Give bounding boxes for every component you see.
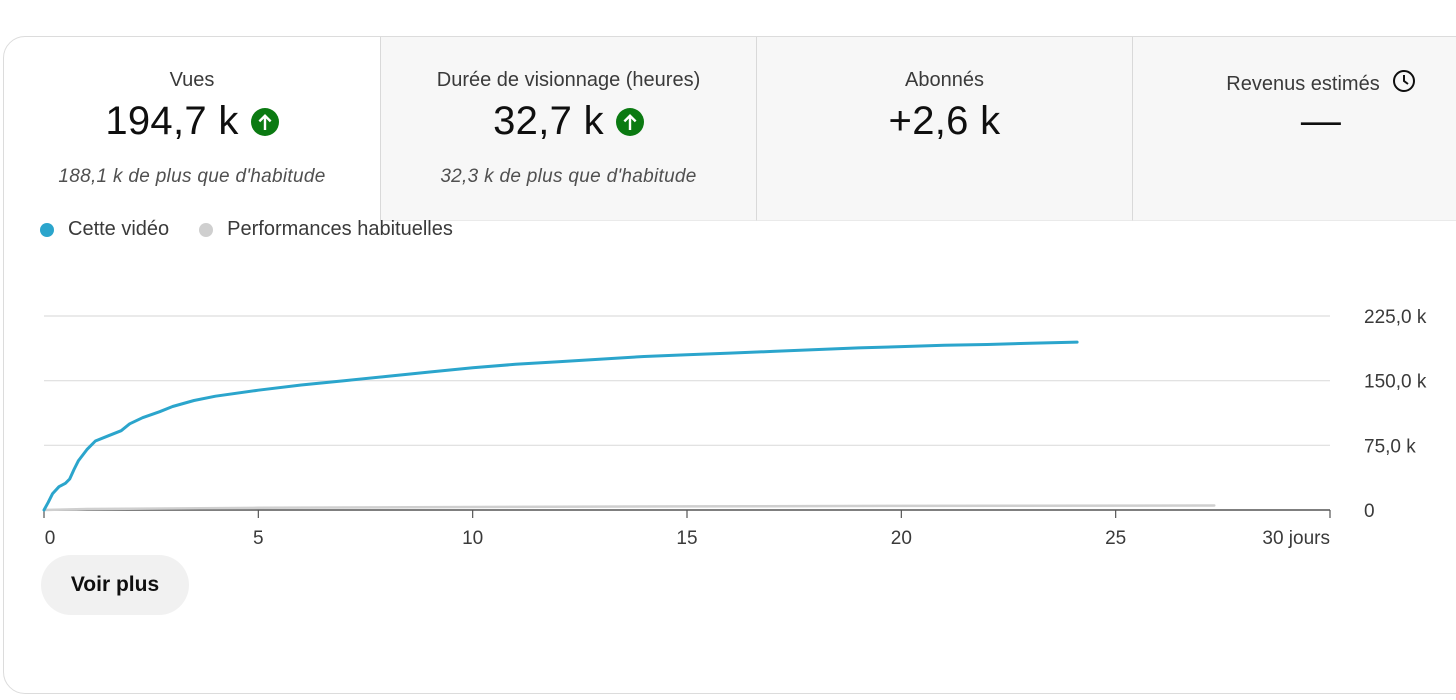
metric-value: 32,7 k <box>493 99 604 143</box>
up-arrow-icon <box>615 107 644 136</box>
y-tick-label: 225,0 k <box>1364 307 1427 328</box>
analytics-card: Vues 194,7 k 188,1 k de plus que d'habit… <box>3 36 1456 694</box>
metric-value: 194,7 k <box>105 99 239 143</box>
metric-title: Revenus estimés <box>1226 72 1380 95</box>
x-tick-label: 25 <box>1105 528 1126 549</box>
x-tick-label: 20 <box>891 528 912 549</box>
legend-dot <box>40 222 54 237</box>
metric-tab-watch-time[interactable]: Durée de visionnage (heures) 32,7 k 32,3… <box>380 37 756 221</box>
metric-title: Durée de visionnage (heures) <box>436 69 701 91</box>
legend-dot <box>199 222 214 237</box>
see-more-button[interactable]: Voir plus <box>41 555 189 615</box>
x-tick-label: 30 jours <box>1262 528 1330 549</box>
chart-legend: Cette vidéo Performances habituelles <box>40 218 483 241</box>
up-arrow-icon <box>250 107 279 136</box>
legend-item-typical: Performances habituelles <box>199 218 453 241</box>
metric-tab-subscribers[interactable]: Abonnés +2,6 k <box>756 37 1132 221</box>
legend-item-this-video: Cette vidéo <box>40 218 169 241</box>
metric-tab-revenue[interactable]: Revenus estimés — <box>1132 37 1456 221</box>
x-tick-label: 10 <box>462 528 483 549</box>
metric-comparison: 188,1 k de plus que d'habitude <box>58 166 326 187</box>
metric-value: +2,6 k <box>888 99 1001 143</box>
legend-label: Performances habituelles <box>227 218 453 240</box>
y-tick-label: 150,0 k <box>1364 372 1427 393</box>
legend-label: Cette vidéo <box>68 218 170 240</box>
y-tick-label: 75,0 k <box>1364 436 1416 457</box>
x-tick-label: 5 <box>253 528 264 549</box>
metric-comparison: 32,3 k de plus que d'habitude <box>440 166 697 187</box>
views-chart[interactable]: 0 75,0 k 150,0 k 225,0 k 0 5 10 15 20 25 30 jours <box>0 0 1456 560</box>
metric-title: Vues <box>169 69 215 91</box>
metric-tab-views[interactable]: Vues 194,7 k 188,1 k de plus que d'habit… <box>4 37 380 221</box>
clock-icon[interactable] <box>1392 69 1416 99</box>
x-tick-label: 15 <box>676 528 697 549</box>
series-line-this-video <box>42 340 1079 512</box>
metric-value: — <box>1300 99 1342 143</box>
metrics-tabs: Vues 194,7 k 188,1 k de plus que d'habit… <box>4 37 1456 221</box>
metric-title: Abonnés <box>905 69 984 91</box>
y-tick-label: 0 <box>1364 501 1375 522</box>
series-line-typical <box>42 504 1216 512</box>
x-tick-label: 0 <box>45 528 56 549</box>
